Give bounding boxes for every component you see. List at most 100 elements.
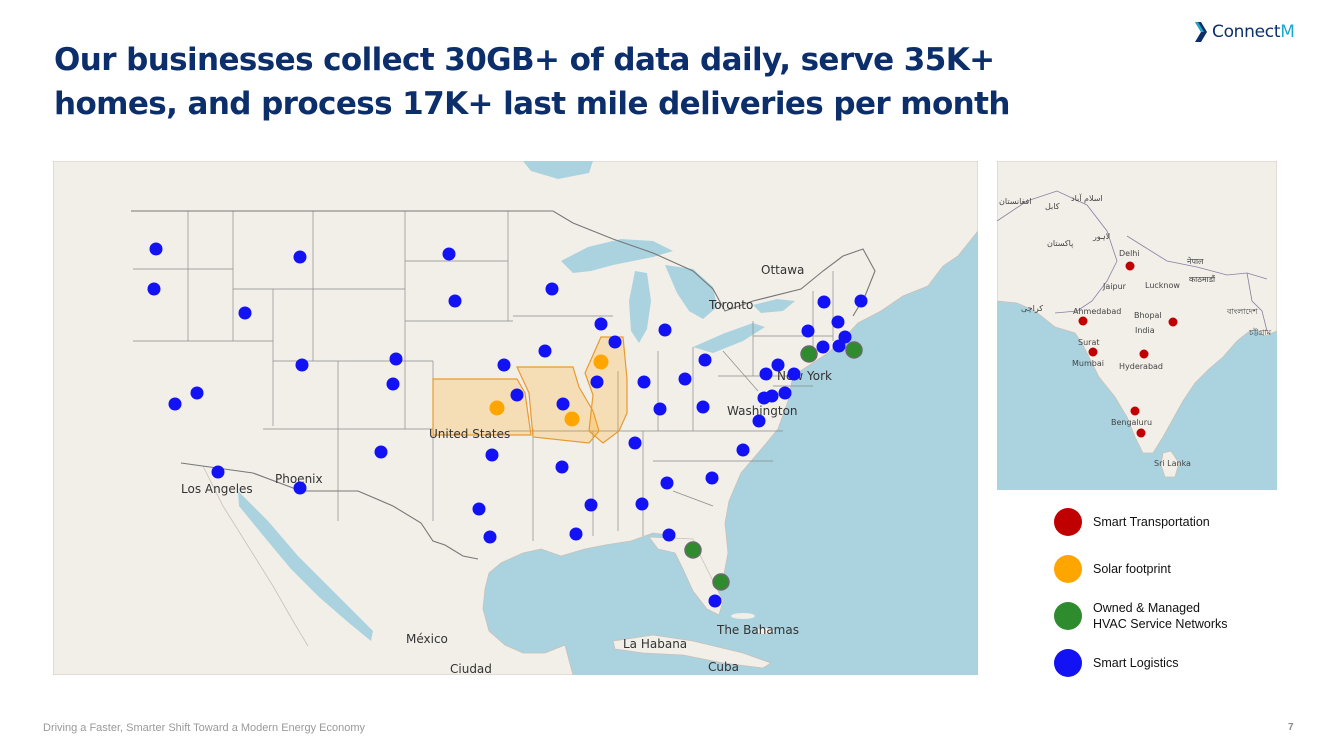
label-lucknow: Lucknow [1145,281,1180,290]
logistics-marker[interactable] [787,367,801,381]
solar-marker[interactable] [564,411,580,427]
logistics-marker[interactable] [293,250,307,264]
state-borders [133,211,834,541]
logistics-marker[interactable] [816,340,830,354]
us-map[interactable]: Ottawa Toronto New York Washington Unite… [53,161,978,675]
logistics-marker[interactable] [678,372,692,386]
us-map-canvas: Ottawa Toronto New York Washington Unite… [53,161,978,675]
lake-superior [561,239,673,273]
logistics-marker[interactable] [594,317,608,331]
logistics-marker[interactable] [497,358,511,372]
logistics-marker[interactable] [635,497,649,511]
legend-label: Smart Transportation [1093,515,1210,529]
label-mumbai: Mumbai [1072,359,1104,368]
logistics-marker[interactable] [662,528,676,542]
transport-marker[interactable] [1168,317,1178,327]
logistics-marker[interactable] [838,330,852,344]
logistics-marker[interactable] [584,498,598,512]
logistics-marker[interactable] [442,247,456,261]
solar-marker[interactable] [593,354,609,370]
label-bhopal: Bhopal [1134,311,1162,320]
logistics-marker[interactable] [556,397,570,411]
logistics-marker[interactable] [653,402,667,416]
label-surat: Surat [1078,338,1099,347]
label-chattogram: চট্টগ্রাম [1248,328,1272,337]
us-canada-border [131,210,876,317]
lake-michigan [629,271,651,343]
legend-label: Solar footprint [1093,562,1171,576]
label-kabul: کابل [1045,202,1060,211]
baja-coast [202,465,309,647]
solar-marker[interactable] [489,400,505,416]
logistics-marker[interactable] [190,386,204,400]
logistics-marker[interactable] [168,397,182,411]
india-borders [997,190,1268,332]
logistics-marker[interactable] [386,377,400,391]
transport-marker[interactable] [1078,316,1088,326]
logistics-marker[interactable] [483,530,497,544]
logistics-marker[interactable] [752,414,766,428]
transport-marker[interactable] [1088,347,1098,357]
transport-marker[interactable] [1130,406,1140,416]
logistics-marker[interactable] [295,358,309,372]
logistics-marker[interactable] [374,445,388,459]
logistics-marker[interactable] [759,367,773,381]
india-map-canvas: Delhi Jaipur Lucknow Ahmedabad Bhopal In… [997,161,1277,490]
logistics-marker[interactable] [149,242,163,256]
logistics-marker[interactable] [628,436,642,450]
label-india: India [1135,326,1155,335]
label-afghanistan: افغانستان [999,197,1031,206]
hvac-marker[interactable] [712,573,730,591]
logistics-marker[interactable] [510,388,524,402]
label-phoenix: Phoenix [275,472,323,486]
transport-marker[interactable] [1136,428,1146,438]
logistics-marker[interactable] [555,460,569,474]
logo-text-part1: Connect [1212,22,1281,42]
logistics-marker[interactable] [590,375,604,389]
legend-label: Owned & Managed HVAC Service Networks [1093,601,1228,631]
logistics-marker[interactable] [817,295,831,309]
logistics-marker[interactable] [389,352,403,366]
legend-item-logistics: Smart Logistics [1054,649,1293,677]
logistics-marker[interactable] [765,389,779,403]
logo-text-part2: M [1280,22,1295,42]
logistics-marker[interactable] [485,448,499,462]
logistics-marker[interactable] [658,323,672,337]
logistics-marker[interactable] [705,471,719,485]
logistics-marker[interactable] [538,344,552,358]
sri-lanka [1160,450,1180,478]
logistics-marker[interactable] [771,358,785,372]
logistics-marker[interactable] [569,527,583,541]
logistics-marker[interactable] [147,282,161,296]
logistics-marker[interactable] [448,294,462,308]
label-los-angeles: Los Angeles [181,482,253,496]
logistics-marker[interactable] [698,353,712,367]
logistics-marker[interactable] [238,306,252,320]
india-map[interactable]: Delhi Jaipur Lucknow Ahmedabad Bhopal In… [997,161,1277,490]
logistics-marker[interactable] [545,282,559,296]
legend-dot-orange [1054,555,1082,583]
logistics-marker[interactable] [801,324,815,338]
logistics-marker[interactable] [608,335,622,349]
label-mexico: México [406,632,448,646]
lake-erie [693,323,765,353]
logistics-marker[interactable] [293,481,307,495]
hvac-marker[interactable] [800,345,818,363]
transport-marker[interactable] [1125,261,1135,271]
logistics-marker[interactable] [831,315,845,329]
label-bangladesh: বাংলাদেশ [1226,307,1258,316]
logistics-marker[interactable] [211,465,225,479]
logistics-marker[interactable] [696,400,710,414]
logistics-marker[interactable] [708,594,722,608]
lake-ontario [753,299,795,313]
logistics-marker[interactable] [736,443,750,457]
hvac-marker[interactable] [845,341,863,359]
logistics-marker[interactable] [854,294,868,308]
logistics-marker[interactable] [637,375,651,389]
logistics-marker[interactable] [472,502,486,516]
logistics-marker[interactable] [660,476,674,490]
hvac-marker[interactable] [684,541,702,559]
legend-label: Smart Logistics [1093,656,1179,670]
logistics-marker[interactable] [778,386,792,400]
transport-marker[interactable] [1139,349,1149,359]
